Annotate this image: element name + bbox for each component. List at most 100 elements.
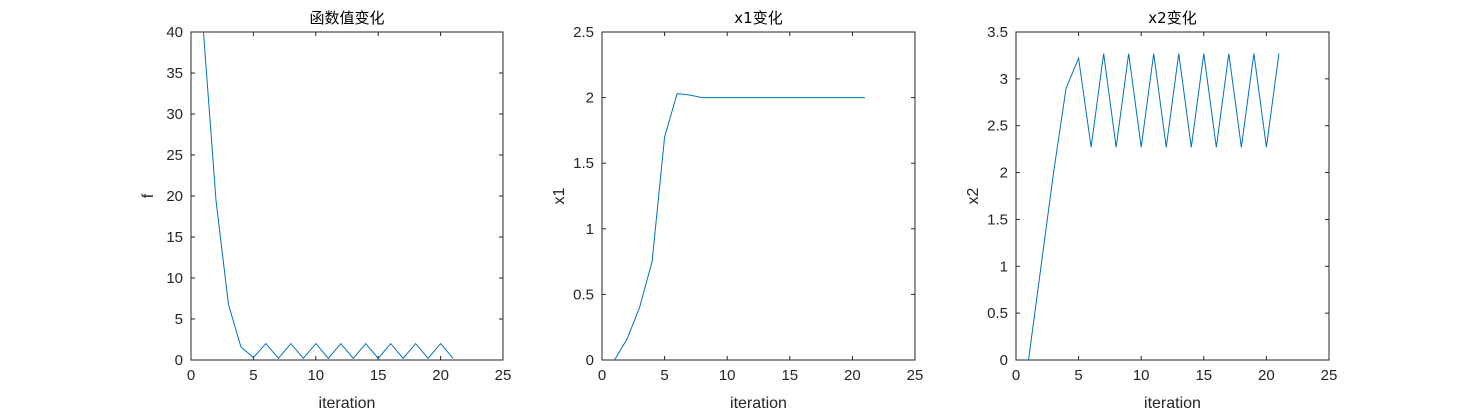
y-tick-label: 2 <box>1000 165 1008 182</box>
y-tick-label: 5 <box>175 311 183 328</box>
data-point <box>1252 52 1255 55</box>
y-tick-label: 0 <box>586 352 594 369</box>
data-point <box>1115 146 1118 149</box>
x-axis-label: iteration <box>319 395 376 412</box>
chart-title: x1变化 <box>734 9 782 27</box>
data-point <box>813 96 816 99</box>
data-point <box>826 96 829 99</box>
data-point <box>1165 146 1168 149</box>
x-tick-label: 0 <box>1012 367 1020 384</box>
data-point <box>1277 52 1280 55</box>
data-point <box>1152 52 1155 55</box>
data-point <box>339 342 342 345</box>
data-point <box>227 303 230 306</box>
data-point <box>1190 146 1193 149</box>
y-tick-label: 3.5 <box>987 24 1008 41</box>
x-tick-label: 5 <box>1074 367 1082 384</box>
x-axis-label: iteration <box>730 395 787 412</box>
data-point <box>414 342 417 345</box>
data-point <box>1102 52 1105 55</box>
data-point <box>214 199 217 202</box>
y-tick-label: 2.5 <box>573 24 594 41</box>
data-point <box>776 96 779 99</box>
data-point <box>239 345 242 348</box>
y-tick-label: 1 <box>1000 258 1008 275</box>
data-point <box>1052 171 1055 174</box>
y-tick-label: 0 <box>175 352 183 369</box>
data-point <box>1240 146 1243 149</box>
x-tick-label: 15 <box>1195 367 1212 384</box>
data-point <box>801 96 804 99</box>
data-point <box>726 96 729 99</box>
data-point <box>1265 146 1268 149</box>
x-tick-label: 0 <box>598 367 606 384</box>
plot-frame <box>1015 31 1330 361</box>
data-point <box>289 342 292 345</box>
y-tick-label: 0 <box>1000 352 1008 369</box>
data-point <box>701 96 704 99</box>
data-point <box>277 357 280 360</box>
data-point <box>439 342 442 345</box>
series-line <box>614 93 865 361</box>
data-point <box>327 357 330 360</box>
data-point <box>788 96 791 99</box>
x-tick-label: 25 <box>907 367 924 384</box>
y-axis-label: x2 <box>965 187 982 204</box>
y-tick-label: 30 <box>166 106 183 123</box>
x-tick-label: 10 <box>1133 367 1150 384</box>
y-tick-label: 20 <box>166 188 183 205</box>
y-tick-label: 40 <box>166 24 183 41</box>
y-axis-label: x1 <box>551 187 568 204</box>
data-point <box>626 338 629 341</box>
x-tick-label: 10 <box>307 367 324 384</box>
x-tick-label: 0 <box>187 367 195 384</box>
data-point <box>651 260 654 263</box>
data-point <box>663 135 666 138</box>
data-point <box>252 356 255 359</box>
plot-frame <box>601 31 916 361</box>
data-point <box>302 357 305 360</box>
data-point <box>1127 52 1130 55</box>
x-tick-label: 15 <box>370 367 387 384</box>
x-tick-label: 5 <box>660 367 668 384</box>
data-point <box>389 342 392 345</box>
x-tick-label: 20 <box>844 367 861 384</box>
y-tick-label: 1.5 <box>987 211 1008 228</box>
chart-title: 函数值变化 <box>309 9 384 27</box>
data-point <box>364 342 367 345</box>
data-point <box>863 96 866 99</box>
data-point <box>402 357 405 360</box>
chart-1: 0 5 10 15 20 25 0 5 10 15 20 25 30 35 40 函数值变化 iteration… <box>140 9 511 412</box>
series-line <box>1028 53 1280 361</box>
y-tick-label: 15 <box>166 229 183 246</box>
data-point <box>738 96 741 99</box>
data-point <box>1027 359 1030 362</box>
x-axis-label: iteration <box>1144 395 1201 412</box>
series-line <box>202 31 454 360</box>
data-point <box>713 96 716 99</box>
y-tick-label: 0.5 <box>573 286 594 303</box>
y-tick-label: 25 <box>166 147 183 164</box>
x-tick-label: 25 <box>495 367 512 384</box>
data-point <box>613 359 616 362</box>
data-point <box>1202 52 1205 55</box>
data-point <box>352 357 355 360</box>
data-point <box>427 357 430 360</box>
data-point <box>763 96 766 99</box>
x-tick-label: 20 <box>432 367 449 384</box>
y-tick-label: 3 <box>1000 71 1008 88</box>
y-tick-label: 10 <box>166 270 183 287</box>
data-point <box>377 357 380 360</box>
data-point <box>751 96 754 99</box>
x-tick-label: 15 <box>781 367 798 384</box>
data-point <box>1090 146 1093 149</box>
chart-title: x2变化 <box>1148 9 1196 27</box>
data-point <box>1140 146 1143 149</box>
x-tick-label: 25 <box>1321 367 1338 384</box>
data-point <box>851 96 854 99</box>
data-point <box>264 342 267 345</box>
data-point <box>688 93 691 96</box>
x-tick-label: 10 <box>719 367 736 384</box>
y-tick-label: 2 <box>586 90 594 107</box>
